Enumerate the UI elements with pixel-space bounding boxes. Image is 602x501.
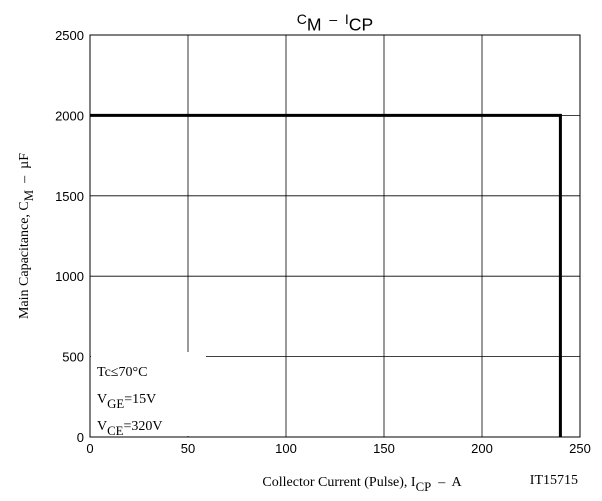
y-tick-label: 1000 (55, 269, 84, 284)
text-part: Tc≤70°C (97, 365, 147, 380)
text-part: Main Capacitance, C (17, 201, 32, 319)
annotation-box (91, 352, 206, 436)
text-part: GE (107, 397, 124, 411)
y-tick-label: 1500 (55, 189, 84, 204)
annotation: VCE=320V (97, 419, 163, 438)
y-axis-label: Main Capacitance, CM – µF (17, 153, 36, 319)
chart-title: CM – ICP (297, 11, 373, 35)
figure-code: IT15715 (530, 473, 578, 488)
plot-frame (89, 34, 581, 438)
x-tick-label: 100 (275, 441, 297, 456)
x-tick-label: 150 (373, 441, 395, 456)
text-part: – µF (17, 153, 32, 190)
x-tick-label: 50 (181, 441, 195, 456)
text-part: CE (107, 424, 124, 438)
text-part: CP (349, 15, 373, 35)
x-tick-label: 0 (86, 441, 93, 456)
text-part: C (297, 11, 307, 27)
text-part: =15V (124, 392, 156, 407)
text-part: V (97, 392, 107, 407)
text-part: – I (322, 11, 349, 27)
text-part: M (307, 15, 322, 35)
y-tick-label: 2500 (55, 28, 84, 43)
x-tick-label: 200 (471, 441, 493, 456)
annotation: VGE=15V (97, 392, 156, 411)
line (90, 113, 562, 437)
y-tick-label: 2000 (55, 108, 84, 123)
text-part: CP (416, 480, 432, 494)
x-tick-label: 250 (569, 441, 591, 456)
annotation: Tc≤70°C (97, 365, 147, 380)
y-tick-label: 0 (77, 430, 84, 445)
text-part: M (22, 190, 36, 201)
text-part: – A (431, 475, 462, 490)
text-part: Collector Current (Pulse), I (262, 475, 416, 490)
x-axis-label: Collector Current (Pulse), ICP – A (262, 475, 462, 494)
text-part: =320V (123, 419, 162, 434)
text-part: V (97, 419, 107, 434)
y-tick-label: 500 (62, 350, 84, 365)
